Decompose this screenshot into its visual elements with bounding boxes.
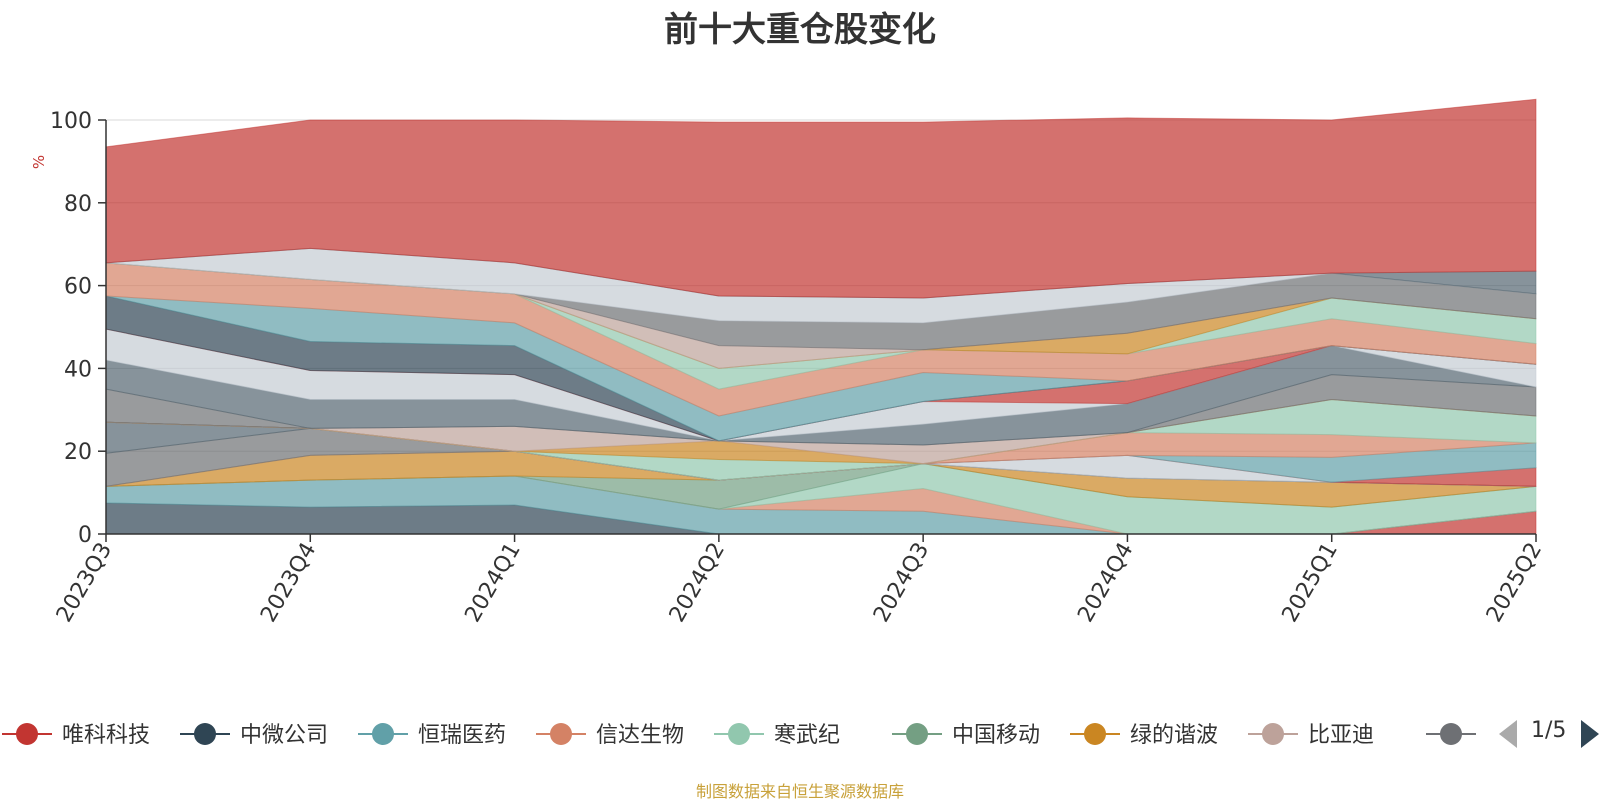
legend-item[interactable]: 比亚迪 bbox=[1248, 723, 1374, 748]
area-series-31 bbox=[105, 98, 1537, 299]
legend-label: 中国移动 bbox=[952, 723, 1040, 748]
legend-item[interactable]: 唯科科技 bbox=[2, 723, 150, 748]
x-tick-label: 2023Q4 bbox=[256, 539, 321, 627]
legend-label: 恒瑞医药 bbox=[418, 723, 506, 748]
legend-label: 信达生物 bbox=[596, 723, 684, 748]
legend-circle-icon bbox=[194, 723, 216, 745]
legend-circle-icon bbox=[550, 723, 572, 745]
legend-label: 唯科科技 bbox=[62, 723, 150, 748]
x-tick-label: 2023Q3 bbox=[52, 539, 117, 627]
legend-circle-icon bbox=[1262, 723, 1284, 745]
y-tick-label: 60 bbox=[64, 275, 92, 300]
legend-prev-page-icon[interactable] bbox=[1499, 720, 1517, 748]
x-tick-label: 2025Q1 bbox=[1278, 539, 1343, 627]
y-tick-label: 20 bbox=[64, 440, 92, 465]
legend-item[interactable]: 兆易创新 bbox=[1426, 723, 1574, 748]
y-tick-label: 80 bbox=[64, 192, 92, 217]
legend-circle-icon bbox=[16, 723, 38, 745]
area-series bbox=[105, 98, 1537, 535]
legend-label: 比亚迪 bbox=[1308, 723, 1374, 748]
y-tick-label: 40 bbox=[64, 357, 92, 382]
x-tick-label: 2025Q2 bbox=[1482, 539, 1547, 627]
legend-page-indicator: 1/5 bbox=[1531, 718, 1567, 743]
legend-circle-icon bbox=[1440, 723, 1462, 745]
legend-circle-icon bbox=[372, 723, 394, 745]
legend-item[interactable]: 信达生物 bbox=[536, 723, 684, 748]
legend-item[interactable]: 恒瑞医药 bbox=[358, 723, 506, 748]
legend-item[interactable]: 寒武纪 bbox=[714, 723, 840, 748]
legend[interactable]: 唯科科技 中微公司 恒瑞医药 信达生物 寒武纪 中国移动 绿的谐波 比亚迪 兆易创新 bbox=[2, 723, 1574, 748]
legend-label: 中微公司 bbox=[240, 723, 328, 748]
y-tick-label: 0 bbox=[78, 523, 92, 548]
x-tick-label: 2024Q4 bbox=[1073, 539, 1138, 627]
legend-label: 绿的谐波 bbox=[1130, 723, 1218, 748]
legend-item[interactable]: 中国移动 bbox=[892, 723, 1040, 748]
y-tick-label: 100 bbox=[50, 109, 92, 134]
y-axis-label: % bbox=[30, 155, 48, 169]
x-tick-label: 2024Q3 bbox=[869, 539, 934, 627]
legend-item[interactable]: 绿的谐波 bbox=[1070, 723, 1218, 748]
x-tick-label: 2024Q2 bbox=[665, 539, 730, 627]
chart-title: 前十大重仓股变化 bbox=[664, 10, 936, 50]
x-tick-label: 2024Q1 bbox=[460, 539, 525, 627]
legend-circle-icon bbox=[728, 723, 750, 745]
source-note: 制图数据来自恒生聚源数据库 bbox=[695, 782, 904, 801]
legend-circle-icon bbox=[906, 723, 928, 745]
legend-label: 寒武纪 bbox=[774, 723, 840, 748]
legend-item[interactable]: 中微公司 bbox=[180, 723, 328, 748]
legend-circle-icon bbox=[1084, 723, 1106, 745]
legend-next-page-icon[interactable] bbox=[1581, 720, 1599, 748]
